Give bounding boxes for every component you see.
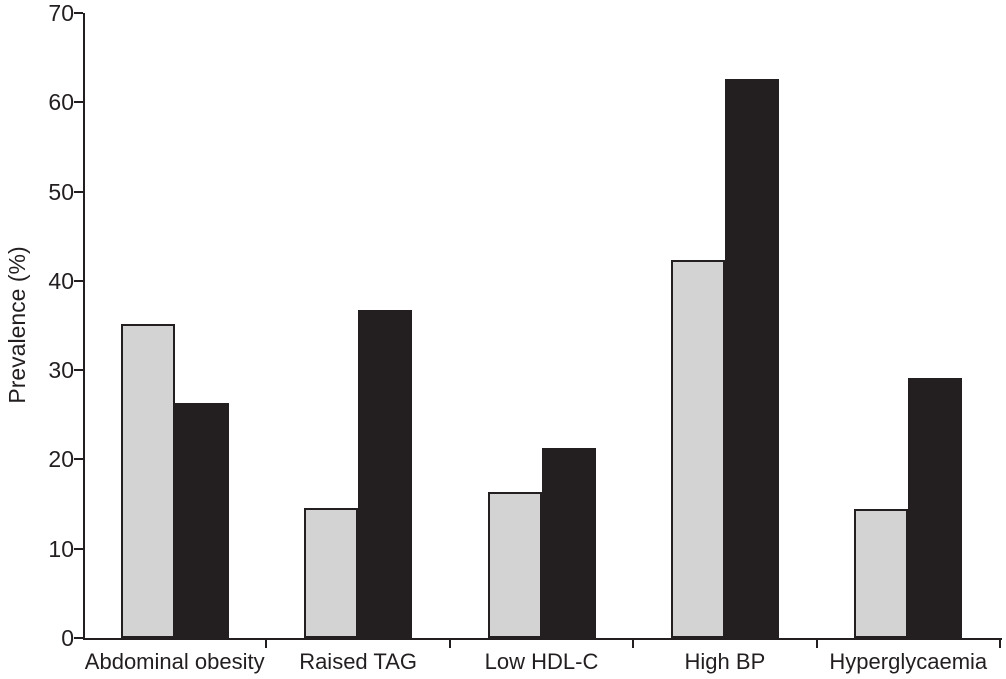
x-axis-category-label: Abdominal obesity xyxy=(84,649,265,674)
x-axis-tick xyxy=(448,640,451,648)
bar-grey-high-bp xyxy=(670,260,725,638)
y-axis-tick xyxy=(74,547,83,550)
y-axis-title: Prevalence (%) xyxy=(4,246,30,404)
bar-black-abdominal-obesity xyxy=(174,403,229,638)
y-axis-tick-label: 30 xyxy=(48,357,74,384)
y-axis-tick xyxy=(74,458,83,461)
x-axis-tick xyxy=(632,640,635,648)
y-axis-tick xyxy=(74,190,83,193)
y-axis-tick-label: 60 xyxy=(48,89,74,116)
y-axis-tick-label: 0 xyxy=(61,625,74,651)
x-axis-category-label: Raised TAG xyxy=(299,649,417,674)
y-axis-tick xyxy=(74,369,83,372)
bar-black-raised-tag xyxy=(358,310,413,638)
y-axis-tick xyxy=(74,101,83,104)
x-axis-tick xyxy=(815,640,818,648)
x-axis-tick xyxy=(265,640,268,648)
y-axis-tick-label: 10 xyxy=(48,535,74,562)
y-axis-tick-label: 20 xyxy=(48,446,74,473)
y-axis-tick-label: 40 xyxy=(48,267,74,294)
y-axis-tick xyxy=(74,12,83,14)
y-axis-tick xyxy=(74,279,83,282)
bar-grey-abdominal-obesity xyxy=(120,324,175,638)
plot-area xyxy=(83,13,1002,640)
y-axis-tick-label: 50 xyxy=(48,178,74,205)
x-axis-category-label: Low HDL-C xyxy=(484,649,599,674)
bar-black-low-hdl-c xyxy=(541,448,596,638)
bar-grey-raised-tag xyxy=(304,508,359,638)
x-axis-tick xyxy=(999,640,1001,648)
y-axis-tick xyxy=(74,637,83,639)
bar-black-high-bp xyxy=(724,79,779,638)
bar-grey-low-hdl-c xyxy=(487,492,542,638)
x-axis-category-label: High BP xyxy=(684,649,766,674)
y-axis-tick-label: 70 xyxy=(48,0,74,26)
bar-grey-hyperglycaemia xyxy=(854,509,909,638)
x-axis-category-label: Hyperglycaemia xyxy=(829,649,988,674)
bar-black-hyperglycaemia xyxy=(908,378,963,638)
